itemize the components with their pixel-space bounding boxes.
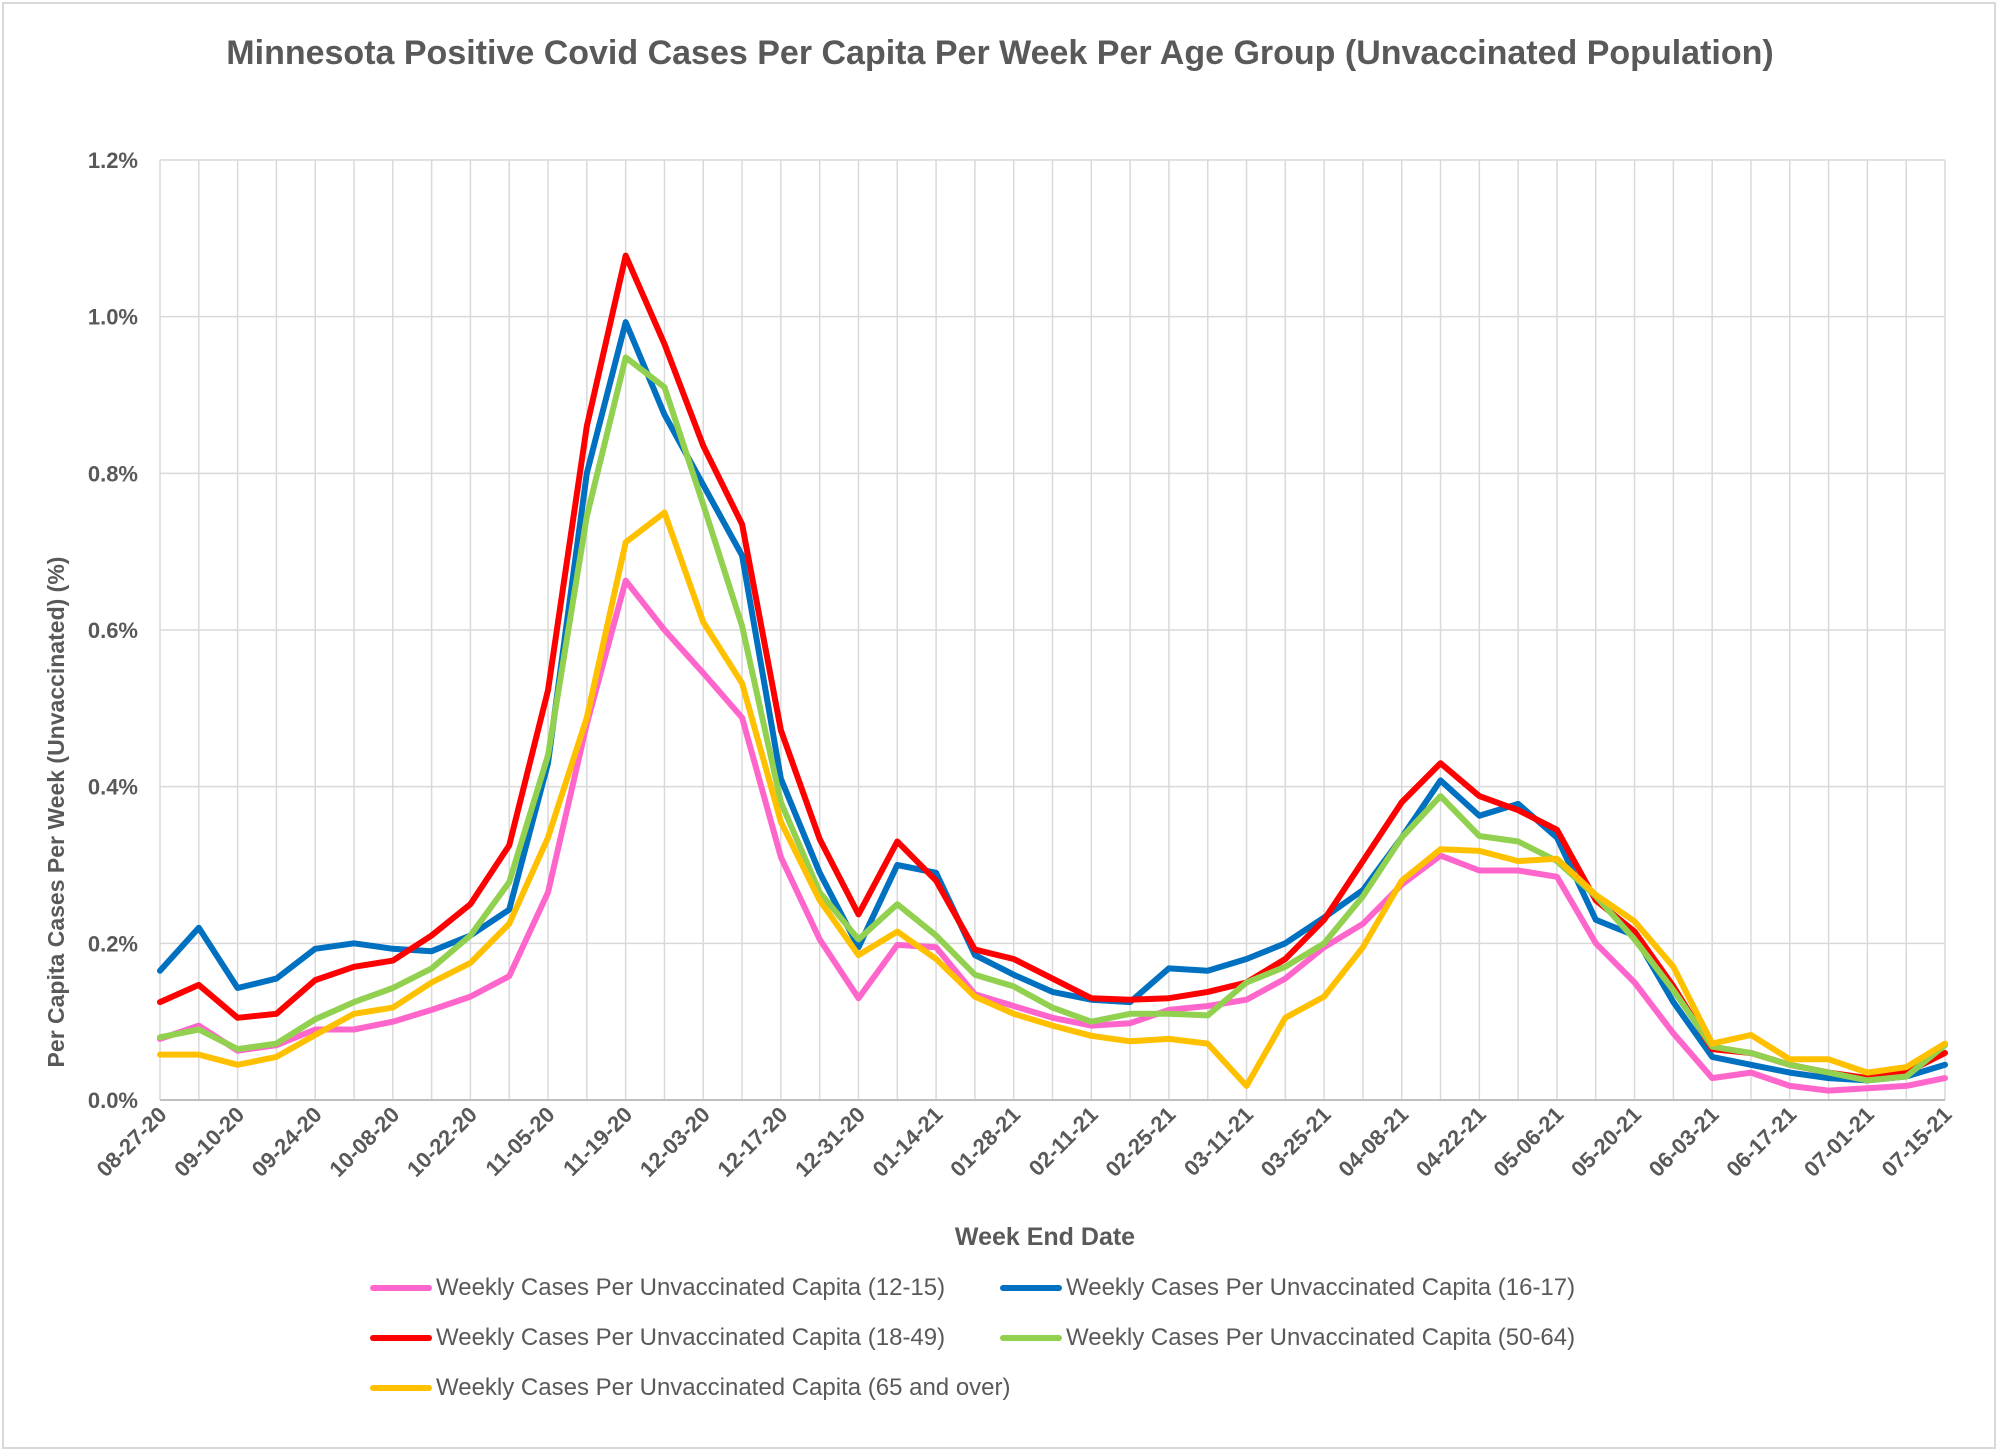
x-tick-label: 09-10-20: [169, 1102, 249, 1182]
series-line: [157, 577, 1948, 1094]
x-tick-label: 01-14-21: [868, 1102, 948, 1182]
series-lines: [157, 252, 1948, 1094]
y-tick-labels: 0.0% 0.2% 0.4% 0.6% 0.8% 1.0% 1.2%: [88, 148, 138, 1113]
x-tick-label: 12-03-20: [635, 1102, 715, 1182]
y-tick-label: 0.4%: [88, 775, 138, 800]
x-tick-label: 04-22-21: [1411, 1102, 1491, 1182]
x-tick-label: 07-01-21: [1799, 1102, 1879, 1182]
x-tick-label: 05-06-21: [1489, 1102, 1569, 1182]
x-tick-label: 10-22-20: [402, 1102, 482, 1182]
x-tick-label: 11-05-20: [480, 1102, 559, 1181]
x-tick-label: 06-03-21: [1644, 1102, 1724, 1182]
x-tick-label: 04-08-21: [1333, 1102, 1413, 1182]
y-axis-label: Per Capita Cases Per Week (Unvaccinated)…: [43, 557, 69, 1068]
x-tick-label: 01-28-21: [945, 1102, 1025, 1182]
legend-item: Weekly Cases Per Unvaccinated Capita (65…: [370, 1368, 1011, 1408]
chart-title: Minnesota Positive Covid Cases Per Capit…: [226, 34, 1774, 72]
legend-label: Weekly Cases Per Unvaccinated Capita (50…: [1066, 1324, 1576, 1351]
legend-swatch: [370, 1335, 432, 1341]
x-axis-label: Week End Date: [955, 1223, 1135, 1251]
legend-label: Weekly Cases Per Unvaccinated Capita (12…: [436, 1274, 946, 1301]
x-tick-label: 10-08-20: [324, 1102, 404, 1182]
legend-swatch: [370, 1285, 432, 1291]
x-tick-label: 12-17-20: [712, 1102, 792, 1182]
y-tick-label: 1.2%: [88, 148, 138, 173]
x-tick-label: 05-20-21: [1566, 1102, 1646, 1182]
x-tick-label: 02-11-21: [1024, 1102, 1103, 1181]
series-line: [157, 354, 1948, 1084]
legend-label: Weekly Cases Per Unvaccinated Capita (16…: [1066, 1274, 1576, 1301]
legend-label: Weekly Cases Per Unvaccinated Capita (65…: [436, 1374, 1011, 1401]
y-tick-label: 0.2%: [88, 931, 138, 956]
x-tick-labels: 08-27-2009-10-2009-24-2010-08-2010-22-20…: [92, 1102, 1957, 1182]
legend-item: Weekly Cases Per Unvaccinated Capita (16…: [1000, 1268, 1575, 1308]
legend-swatch: [1000, 1285, 1062, 1291]
series-line: [157, 252, 1948, 1082]
legend-label: Weekly Cases Per Unvaccinated Capita (18…: [436, 1324, 946, 1351]
legend-swatch: [1000, 1335, 1062, 1341]
series-line: [157, 509, 1948, 1089]
y-tick-label: 0.0%: [88, 1088, 138, 1113]
x-tick-label: 06-17-21: [1721, 1102, 1801, 1182]
legend-item: Weekly Cases Per Unvaccinated Capita (50…: [1000, 1318, 1575, 1358]
legend-item: Weekly Cases Per Unvaccinated Capita (12…: [370, 1268, 945, 1308]
x-tick-label: 03-25-21: [1256, 1102, 1336, 1182]
x-tick-label: 12-31-20: [790, 1102, 870, 1182]
y-tick-label: 1.0%: [88, 305, 138, 330]
x-tick-label: 11-19-20: [558, 1102, 637, 1181]
y-tick-label: 0.6%: [88, 618, 138, 643]
x-tick-label: 09-24-20: [247, 1102, 327, 1182]
y-tick-label: 0.8%: [88, 461, 138, 486]
legend-swatch: [370, 1385, 432, 1391]
legend-item: Weekly Cases Per Unvaccinated Capita (18…: [370, 1318, 945, 1358]
x-tick-label: 02-25-21: [1100, 1102, 1180, 1182]
x-tick-label: 08-27-20: [92, 1102, 172, 1182]
grid-lines: [159, 159, 1946, 1101]
x-tick-label: 03-11-21: [1179, 1102, 1258, 1181]
x-tick-label: 07-15-21: [1877, 1102, 1957, 1182]
